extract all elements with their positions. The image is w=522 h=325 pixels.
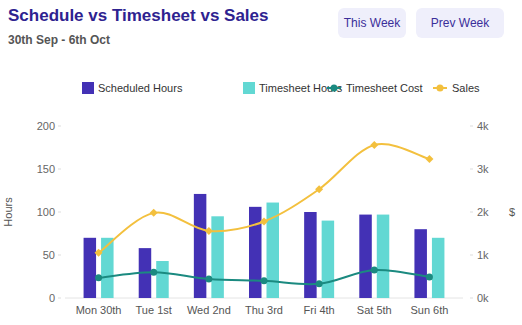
legend-swatch <box>437 85 444 92</box>
bar <box>249 207 262 298</box>
y2-tick <box>470 169 473 170</box>
y-tick <box>58 169 61 170</box>
bar <box>359 215 372 298</box>
marker <box>150 209 158 217</box>
y-tick <box>58 126 61 127</box>
y-tick-label: 100 <box>37 206 55 218</box>
x-tick-label: Thu 3rd <box>245 304 283 316</box>
marker <box>425 155 433 163</box>
line <box>99 270 430 284</box>
x-tick-label: Tue 1st <box>136 304 172 316</box>
y-axis-label: Hours <box>2 197 14 227</box>
x-tick-label: Sun 6th <box>410 304 448 316</box>
button[interactable]: This Week <box>338 8 406 38</box>
y2-tick-label: 0k <box>477 292 489 304</box>
bar <box>322 221 335 298</box>
legend-item: Scheduled Hours <box>82 82 183 94</box>
legend-label: Scheduled Hours <box>98 82 183 94</box>
y-tick-label: 50 <box>43 249 55 261</box>
marker <box>260 217 268 225</box>
button[interactable]: Prev Week <box>416 8 504 38</box>
y-tick-label: 150 <box>37 163 55 175</box>
y2-tick <box>470 126 473 127</box>
marker <box>261 277 268 284</box>
legend-swatch <box>82 82 94 94</box>
legend-swatch <box>243 82 255 94</box>
y2-axis-label: $ <box>509 206 515 218</box>
marker <box>315 185 323 193</box>
y2-tick-label: 4k <box>477 120 489 132</box>
y2-tick <box>470 255 473 256</box>
y2-tick-label: 3k <box>477 163 489 175</box>
button-bg[interactable] <box>416 8 504 38</box>
y-tick <box>58 298 61 299</box>
legend-item: Timesheet Hours <box>243 82 343 94</box>
legend-label: Timesheet Hours <box>259 82 343 94</box>
y-tick-label: 0 <box>49 292 55 304</box>
legend-item: Timesheet Cost <box>327 82 423 94</box>
legend-item: Sales <box>433 82 480 94</box>
marker <box>370 141 378 149</box>
bar <box>156 261 169 298</box>
marker <box>316 280 323 287</box>
button-label[interactable]: This Week <box>344 16 401 30</box>
x-tick-label: Wed 2nd <box>187 304 231 316</box>
bar <box>194 194 207 298</box>
button-label[interactable]: Prev Week <box>431 16 490 30</box>
marker <box>95 274 102 281</box>
y-tick-label: 200 <box>37 120 55 132</box>
bar <box>101 238 114 298</box>
chart-root: Schedule vs Timesheet vs Sales 30th Sep -… <box>0 0 522 325</box>
line <box>99 144 430 253</box>
y2-tick <box>470 298 473 299</box>
y-tick <box>58 212 61 213</box>
legend-label: Sales <box>452 82 480 94</box>
subtitle: 30th Sep - 6th Oct <box>8 33 110 47</box>
marker <box>95 249 103 257</box>
x-tick-label: Fri 4th <box>304 304 335 316</box>
plot-area <box>84 141 445 298</box>
marker <box>150 269 157 276</box>
x-axis-line <box>65 298 463 299</box>
y2-tick-label: 1k <box>477 249 489 261</box>
y2-tick <box>470 212 473 213</box>
y2-tick-label: 2k <box>477 206 489 218</box>
bar <box>432 238 445 298</box>
x-tick-label: Sat 5th <box>357 304 392 316</box>
title: Schedule vs Timesheet vs Sales <box>8 6 269 25</box>
marker <box>205 276 212 283</box>
legend-swatch <box>331 85 338 92</box>
y-tick <box>58 255 61 256</box>
x-tick-label: Mon 30th <box>76 304 122 316</box>
bar <box>84 238 97 298</box>
bar <box>211 216 224 298</box>
button-bg[interactable] <box>338 8 406 38</box>
marker <box>205 227 213 235</box>
marker <box>426 273 433 280</box>
bar <box>377 215 390 298</box>
legend-label: Timesheet Cost <box>346 82 423 94</box>
bar <box>414 229 427 298</box>
marker <box>371 267 378 274</box>
